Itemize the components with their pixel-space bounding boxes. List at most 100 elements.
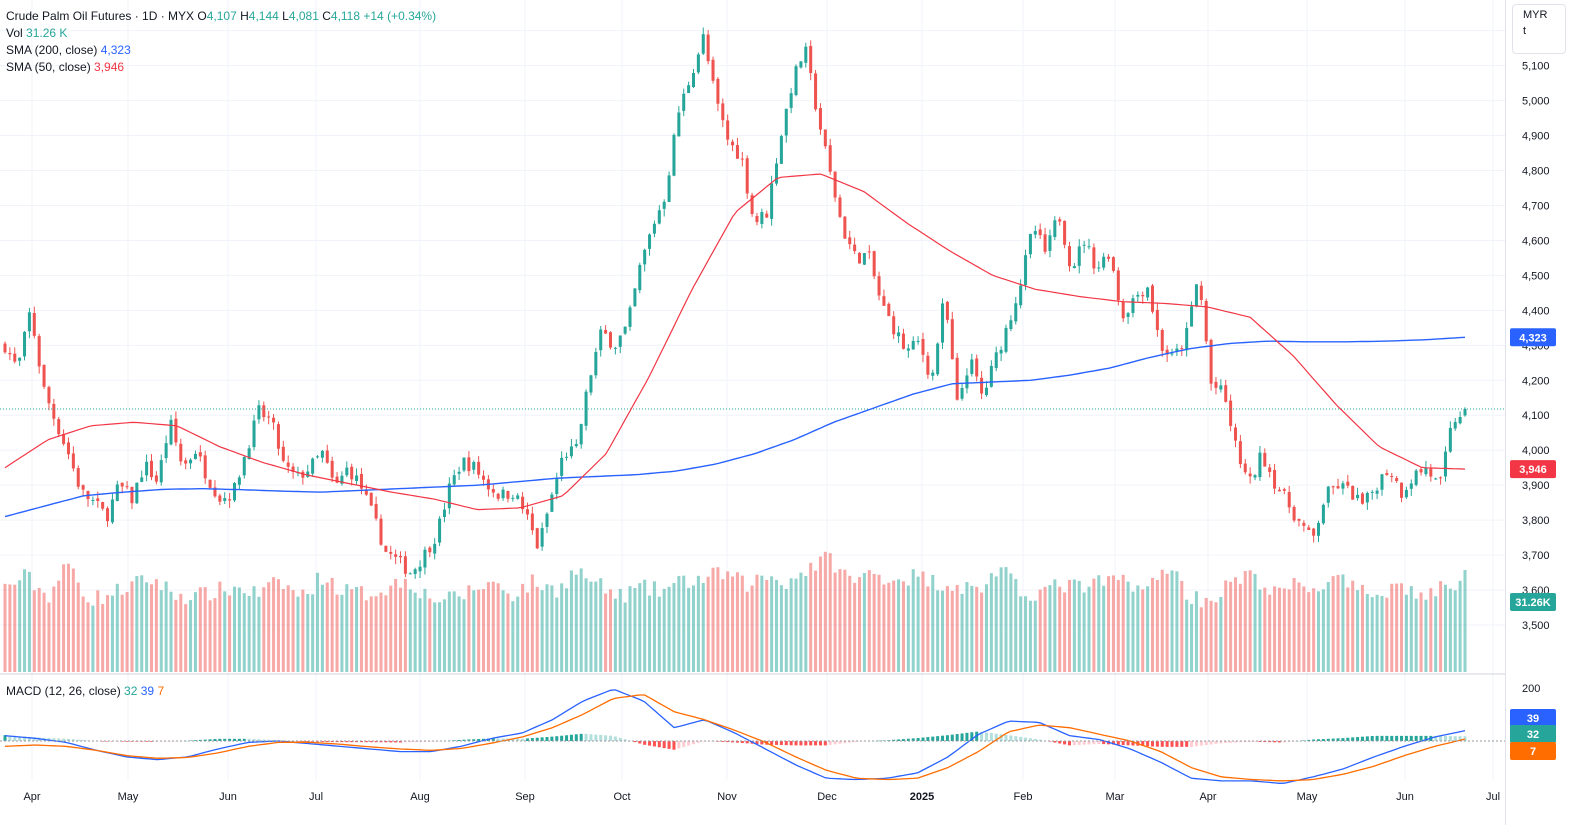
- macd-legend[interactable]: MACD (12, 26, close) 32 39 7: [6, 684, 164, 698]
- candle-body: [955, 357, 959, 400]
- volume-bar: [223, 591, 227, 672]
- candle-body: [96, 498, 100, 502]
- volume-bar: [1463, 570, 1467, 672]
- volume-bar: [1409, 586, 1413, 672]
- volume-bar: [726, 571, 730, 672]
- volume-bar: [858, 577, 862, 672]
- volume-bar: [1067, 579, 1071, 672]
- currency-selector[interactable]: MYR t: [1512, 4, 1566, 54]
- macd-histogram-bar: [726, 741, 730, 743]
- candle-body: [731, 141, 735, 146]
- volume-bar: [355, 587, 359, 672]
- volume-bar: [799, 572, 803, 672]
- macd-histogram-bar: [1155, 741, 1159, 747]
- candle-body: [193, 453, 197, 460]
- macd-histogram-bar: [823, 741, 827, 746]
- volume-bar: [784, 588, 788, 672]
- volume-bar: [779, 585, 783, 672]
- macd-histogram-bar: [1414, 735, 1418, 741]
- macd-histogram-bar: [589, 734, 593, 741]
- macd-histogram-bar: [1146, 741, 1150, 747]
- volume-bar: [716, 567, 720, 672]
- candle-body: [965, 375, 969, 389]
- volume-row[interactable]: Vol 31.26 K: [6, 25, 436, 42]
- candle-body: [1233, 427, 1238, 441]
- macd-histogram-bar: [604, 735, 608, 741]
- macd-histogram-bar: [833, 741, 837, 745]
- volume-bar: [1316, 591, 1321, 672]
- macd-histogram-bar: [1365, 736, 1369, 741]
- candle-body: [457, 471, 461, 474]
- volume-bar: [457, 596, 461, 672]
- candle-body: [1419, 469, 1423, 473]
- candle-body: [1150, 285, 1155, 312]
- volume-bar: [867, 570, 871, 672]
- candle-body: [770, 183, 774, 219]
- candle-body: [130, 486, 134, 504]
- macd-histogram-bar: [501, 738, 505, 741]
- candle-body: [931, 372, 935, 376]
- candle-body: [203, 455, 207, 479]
- volume-bar: [1331, 576, 1335, 672]
- volume-bar: [574, 574, 578, 672]
- candle-body: [1307, 527, 1311, 530]
- macd-histogram-bar: [1224, 741, 1228, 743]
- volume-bar: [1170, 570, 1174, 672]
- macd-histogram-bar: [242, 738, 246, 741]
- candle-body: [71, 453, 75, 469]
- volume-bar: [984, 584, 988, 672]
- time-tick: 2025: [910, 791, 934, 803]
- volume-bar: [828, 553, 832, 672]
- candle-body: [858, 252, 862, 264]
- candle-body: [1004, 327, 1008, 352]
- volume-bar: [252, 586, 256, 672]
- volume-bar: [887, 582, 891, 672]
- volume-bar: [276, 579, 280, 672]
- macd-histogram-bar: [203, 739, 207, 741]
- macd-histogram-bar: [364, 741, 368, 743]
- volume-bar: [301, 589, 305, 672]
- candle-body: [555, 477, 559, 495]
- macd-histogram-bar: [1102, 741, 1106, 745]
- macd-histogram-bar: [1434, 735, 1438, 741]
- volume-bar: [613, 598, 617, 672]
- candle-body: [1326, 486, 1330, 503]
- volume-bar: [1307, 592, 1311, 672]
- sma50-row[interactable]: SMA (50, close) 3,946: [6, 59, 436, 76]
- volume-bar: [423, 588, 427, 672]
- macd-histogram-bar: [1463, 736, 1467, 741]
- volume-bar: [774, 579, 779, 672]
- sma200-row[interactable]: SMA (200, close) 4,323: [6, 42, 436, 59]
- macd-histogram-bar: [731, 741, 735, 743]
- macd-histogram-bar: [794, 741, 798, 746]
- macd-hist-value: 32: [124, 684, 138, 698]
- volume-bar: [369, 596, 373, 672]
- macd-badge-bg: [1510, 709, 1556, 727]
- macd-histogram-bar: [1111, 741, 1115, 745]
- macd-histogram-bar: [213, 738, 217, 741]
- volume-bar: [286, 585, 290, 672]
- volume-bar: [872, 573, 876, 672]
- candle-body: [823, 129, 827, 147]
- candle-body: [716, 78, 720, 104]
- macd-histogram-bar: [1312, 739, 1316, 741]
- symbol-row[interactable]: Crude Palm Oil Futures · 1D · MYX O4,107…: [6, 8, 436, 25]
- volume-bar: [994, 576, 998, 672]
- macd-histogram-bar: [1453, 736, 1457, 741]
- volume-bar: [628, 586, 632, 672]
- macd-histogram-bar: [858, 741, 862, 742]
- candle-body: [433, 543, 437, 554]
- candle-body: [628, 307, 632, 327]
- candle-body: [1053, 220, 1057, 238]
- candle-body: [62, 434, 66, 444]
- candle-body: [950, 319, 954, 360]
- low-label: L: [282, 9, 289, 23]
- price-tick: 4,100: [1522, 410, 1550, 422]
- macd-histogram-bar: [413, 741, 417, 743]
- volume-bar: [1253, 573, 1257, 672]
- volume-bar: [941, 590, 945, 672]
- candle-body: [926, 355, 930, 375]
- volume-bar: [960, 593, 964, 672]
- volume-bar: [823, 551, 827, 672]
